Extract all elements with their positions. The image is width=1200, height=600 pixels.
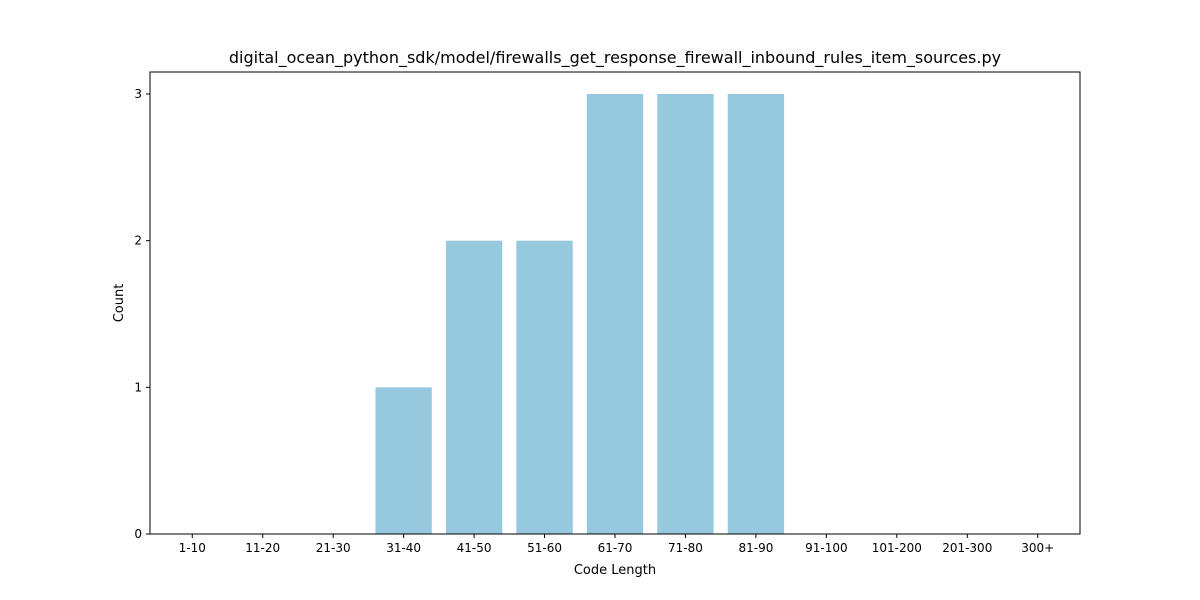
x-tick-label: 51-60 [527,541,562,555]
bars-group [375,94,785,534]
y-axis-ticks: 0 1 2 3 [134,87,150,541]
x-tick-label: 41-50 [457,541,492,555]
y-tick-label: 3 [134,87,142,101]
x-tick-label: 31-40 [386,541,421,555]
y-axis-label: Count [112,284,127,323]
y-tick-label: 2 [134,234,142,248]
x-tick-label: 11-20 [245,541,280,555]
bar-41-50 [445,240,503,534]
bar-71-80 [657,94,714,534]
x-tick-label: 101-200 [872,541,922,555]
y-tick-label: 1 [134,380,142,394]
x-tick-label: 300+ [1021,541,1054,555]
x-axis-label: Code Length [574,563,656,578]
x-tick-label: 71-80 [668,541,703,555]
x-tick-label: 201-300 [942,541,992,555]
bar-31-40 [375,387,432,534]
x-tick-label: 21-30 [316,541,351,555]
x-tick-label: 91-100 [805,541,848,555]
x-tick-label: 1-10 [179,541,206,555]
x-tick-label: 61-70 [598,541,633,555]
plot-frame [149,71,1081,535]
bar-51-60 [516,240,573,534]
x-tick-label: 81-90 [738,541,773,555]
x-axis-ticks: 1-10 11-20 21-30 31-40 41-50 51-60 61-70 71-80 8… [179,534,1054,555]
bar-61-70 [586,94,644,534]
y-tick-label: 0 [134,527,142,541]
chart-title: digital_ocean_python_sdk/model/firewalls… [229,48,1001,68]
bar-81-90 [727,94,785,534]
